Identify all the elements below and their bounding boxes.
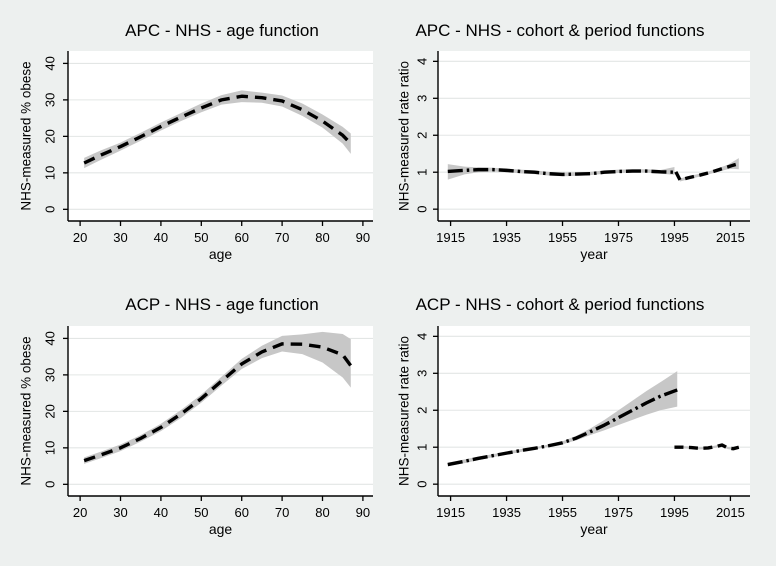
svg-text:1915: 1915 <box>436 505 465 520</box>
svg-text:40: 40 <box>43 331 58 345</box>
chart-panel-apc-age-function: 20 30 40 50 60 70 80 90 0 10 20 30 40 age NHS-measured… <box>0 0 388 283</box>
svg-text:0: 0 <box>43 206 58 213</box>
chart-panel-apc-cohort-period-functions: 1915 1935 1955 1975 1995 2015 0 1 2 3 4 year NHS-mea… <box>388 0 776 283</box>
svg-text:2015: 2015 <box>716 230 745 245</box>
svg-text:10: 10 <box>43 441 58 455</box>
svg-text:1975: 1975 <box>604 230 633 245</box>
svg-text:age: age <box>209 246 233 262</box>
chart-apc-cohort-period-functions: 1915 1935 1955 1975 1995 2015 0 1 2 3 4 year NHS-mea… <box>397 21 750 262</box>
svg-text:2015: 2015 <box>716 505 745 520</box>
svg-text:1: 1 <box>415 444 430 451</box>
svg-text:1935: 1935 <box>492 230 521 245</box>
svg-text:0: 0 <box>43 481 58 488</box>
svg-text:1955: 1955 <box>548 230 577 245</box>
svg-text:2: 2 <box>415 132 430 139</box>
svg-text:50: 50 <box>194 230 208 245</box>
svg-text:2: 2 <box>415 407 430 414</box>
svg-text:30: 30 <box>113 505 127 520</box>
svg-text:3: 3 <box>415 95 430 102</box>
svg-text:APC - NHS - age function: APC - NHS - age function <box>125 21 319 40</box>
svg-text:90: 90 <box>356 230 370 245</box>
svg-text:ACP - NHS - cohort & period fu: ACP - NHS - cohort & period functions <box>416 295 705 314</box>
svg-text:NHS-measured rate ratio: NHS-measured rate ratio <box>397 336 412 486</box>
svg-text:50: 50 <box>194 505 208 520</box>
svg-text:20: 20 <box>43 129 58 143</box>
svg-text:year: year <box>580 246 608 262</box>
svg-text:90: 90 <box>356 505 370 520</box>
chart-panel-acp-age-function: 20 30 40 50 60 70 80 90 0 10 20 30 40 age NHS-measured… <box>0 283 388 566</box>
chart-acp-cohort-period-functions: 1915 1935 1955 1975 1995 2015 0 1 2 3 4 year NHS-mea… <box>397 295 750 537</box>
svg-text:10: 10 <box>43 166 58 180</box>
svg-text:60: 60 <box>234 230 248 245</box>
svg-text:APC - NHS - cohort & period fu: APC - NHS - cohort & period functions <box>415 21 704 40</box>
svg-text:year: year <box>580 521 608 537</box>
svg-text:20: 20 <box>73 230 87 245</box>
svg-text:age: age <box>209 521 233 537</box>
svg-text:1975: 1975 <box>604 505 633 520</box>
svg-text:1: 1 <box>415 169 430 176</box>
svg-text:1955: 1955 <box>548 505 577 520</box>
chart-apc-age-function: 20 30 40 50 60 70 80 90 0 10 20 30 40 age NHS-measured… <box>19 21 373 262</box>
svg-text:20: 20 <box>73 505 87 520</box>
svg-text:ACP - NHS - age function: ACP - NHS - age function <box>125 295 318 314</box>
svg-text:70: 70 <box>275 230 289 245</box>
svg-text:80: 80 <box>315 505 329 520</box>
svg-text:80: 80 <box>315 230 329 245</box>
svg-text:0: 0 <box>415 206 430 213</box>
svg-text:NHS-measured % obese: NHS-measured % obese <box>19 61 34 210</box>
svg-text:40: 40 <box>43 56 58 70</box>
svg-text:40: 40 <box>154 505 168 520</box>
svg-text:30: 30 <box>113 230 127 245</box>
svg-text:1995: 1995 <box>660 505 689 520</box>
svg-text:20: 20 <box>43 404 58 418</box>
svg-text:40: 40 <box>154 230 168 245</box>
svg-text:1995: 1995 <box>660 230 689 245</box>
svg-text:4: 4 <box>415 333 430 340</box>
chart-acp-age-function: 20 30 40 50 60 70 80 90 0 10 20 30 40 age NHS-measured… <box>19 295 373 537</box>
svg-text:60: 60 <box>234 505 248 520</box>
svg-text:30: 30 <box>43 368 58 382</box>
svg-text:0: 0 <box>415 481 430 488</box>
svg-text:1935: 1935 <box>492 505 521 520</box>
svg-text:NHS-measured % obese: NHS-measured % obese <box>19 336 34 485</box>
chart-panel-acp-cohort-period-functions: 1915 1935 1955 1975 1995 2015 0 1 2 3 4 year NHS-mea… <box>388 283 776 566</box>
svg-text:1915: 1915 <box>436 230 465 245</box>
svg-text:3: 3 <box>415 370 430 377</box>
svg-text:30: 30 <box>43 93 58 107</box>
svg-text:4: 4 <box>415 58 430 65</box>
svg-text:70: 70 <box>275 505 289 520</box>
svg-text:NHS-measured rate ratio: NHS-measured rate ratio <box>397 61 412 211</box>
